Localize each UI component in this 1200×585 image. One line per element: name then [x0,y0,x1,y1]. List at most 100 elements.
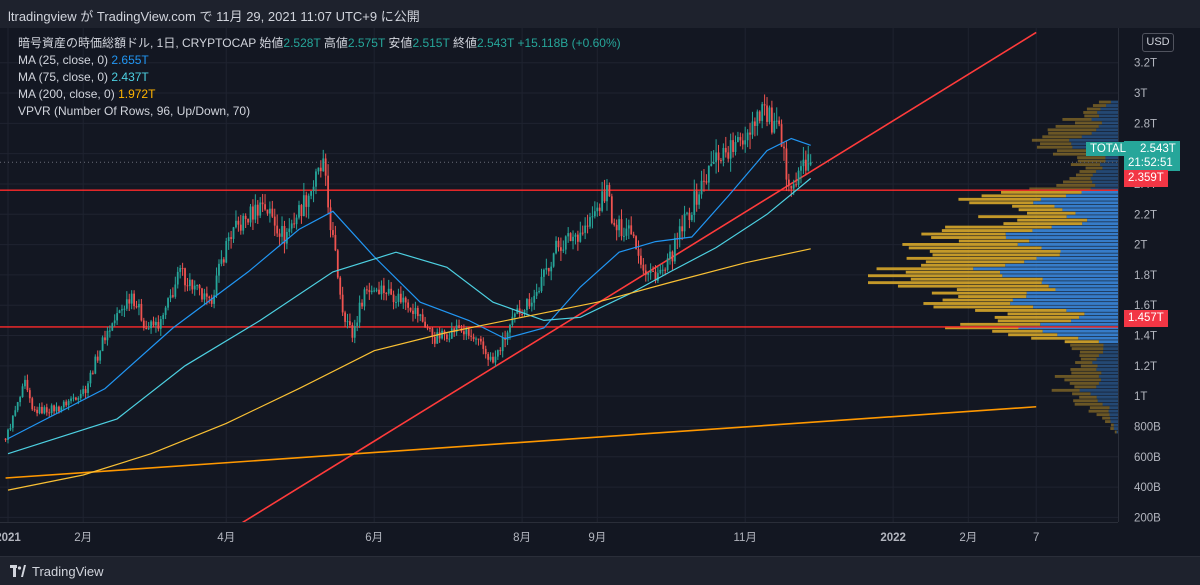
candle-body [572,236,574,242]
volume-profile-bar-up [1090,177,1118,180]
ma75-value: 2.437T [111,70,149,84]
candle-body [589,217,591,227]
volume-profile-bar-down [1114,430,1117,434]
candle-body [99,351,102,361]
candle-body [247,218,249,223]
candle-body [48,412,51,414]
volume-profile-bar-up [1098,114,1118,118]
volume-profile-bar-down [905,270,1001,274]
volume-profile-bar-down [908,246,1042,250]
ma200-legend-row[interactable]: MA (200, close, 0) 1.972T [18,86,621,103]
candle-body [683,213,686,232]
candle-body [346,321,349,323]
volume-profile-bar-down [1077,159,1106,163]
tradingview-logo[interactable]: TradingView [10,564,104,579]
candle-body [511,316,514,325]
volume-profile-bar-up [1091,117,1118,121]
vpvr-label: VPVR (Number Of Rows, 96, Up/Down, 70) [18,104,251,118]
candle-body [329,207,332,231]
volume-profile-bar-up [1106,104,1118,107]
volume-profile-bar-down [1075,361,1093,364]
candle-body [606,185,608,202]
candle-body [528,299,531,307]
candle-body [739,137,742,141]
candle-body [804,159,807,171]
candle-body [60,407,63,412]
candle-body [666,258,669,271]
time-axis-tick-label: 7 [1033,532,1039,544]
ma25-legend-row[interactable]: MA (25, close, 0) 2.655T [18,52,621,69]
candle-body [385,292,388,294]
price-axis-tick-label: 2.8T [1134,118,1157,130]
candle-body [778,120,781,125]
candle-body [121,309,123,311]
volume-profile-bar-up [1032,229,1118,232]
candle-body [576,234,579,242]
currency-button[interactable]: USD [1142,33,1174,52]
candle-body [55,406,58,412]
candle-body [450,328,453,339]
volume-profile-bar-down [1071,371,1102,375]
volume-profile-bar-down [1089,406,1110,410]
tradingview-brand: TradingView [32,564,104,579]
volume-profile-bar-up [1084,312,1118,316]
candle-body [496,350,499,357]
candle-body [429,328,431,330]
price-chart[interactable]: 3.2T3T2.8T2.6T2.4T2.2T2T1.8T1.6T1.4T1.2T… [0,28,1200,556]
candle-body [293,223,296,225]
volume-profile-bar-up [1042,277,1118,281]
candle-body [649,270,652,273]
volume-profile-bar-up [1098,354,1118,358]
candle-body [574,234,577,237]
candle-body [409,307,412,311]
candle-body [133,293,135,307]
candle-body [686,212,688,214]
volume-profile-bar-down [1029,187,1091,191]
publish-header: ltradingview が TradingView.com で 11月 29,… [0,0,1200,28]
candle-body [96,356,99,361]
volume-profile-bar-up [1109,406,1118,410]
volume-profile-bar-down [1079,350,1104,354]
candle-body [712,162,715,164]
uptrend-trendline [241,31,1037,522]
ma75-line [7,177,812,455]
candle-body [705,181,708,183]
volume-profile-bar-down [902,243,1018,246]
candle-body [620,219,623,237]
volume-profile-bar-up [1029,239,1118,243]
candle-body [378,289,380,295]
volume-profile-bar-down [1055,124,1099,128]
volume-profile-bar-up [1098,374,1118,378]
volume-profile-bar-down [1083,111,1098,114]
candle-body [484,348,487,355]
volume-profile-bar-up [1096,385,1118,389]
price-axis-tick-label: 1.8T [1134,270,1157,282]
volume-profile-bar-up [1097,364,1118,368]
high-label: 高値 [323,36,348,50]
candle-body [176,271,179,285]
candle-body [256,204,259,216]
volume-profile-bar-down [1031,336,1079,340]
candle-body [208,296,211,298]
vpvr-legend-row[interactable]: VPVR (Number Of Rows, 96, Up/Down, 70) [18,103,621,120]
volume-profile-bar-down [1079,395,1097,399]
candle-body [159,319,162,329]
candle-body [298,205,300,218]
volume-profile-bar-up [1026,295,1118,298]
candle-body [135,306,138,308]
volume-profile-bar-down [945,225,1052,229]
candle-body [89,372,92,384]
volume-profile-bar-up [1087,218,1118,222]
volume-profile-bar-up [1069,138,1118,142]
price-axis-tick-label: 1T [1134,391,1147,403]
candle-body [205,293,208,297]
candle-body [593,211,596,217]
ma75-legend-row[interactable]: MA (75, close, 0) 2.437T [18,69,621,86]
symbol-legend-row[interactable]: 暗号資産の時価総額ドル, 1日, CRYPTOCAP 始値2.528T 高値2.… [18,35,621,52]
chart-area[interactable]: 3.2T3T2.8T2.6T2.4T2.2T2T1.8T1.6T1.4T1.2T… [0,28,1200,556]
candle-body [644,270,647,275]
candle-body [416,307,419,317]
candle-body [269,208,271,214]
volume-profile-bar-down [1084,114,1099,118]
candle-body [164,307,167,315]
